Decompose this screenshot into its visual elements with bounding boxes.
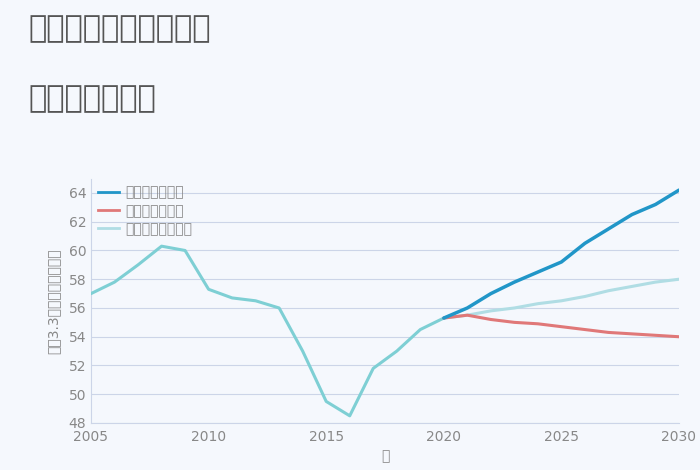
X-axis label: 年: 年 <box>381 449 389 463</box>
Text: 土地の価格推移: 土地の価格推移 <box>28 85 155 114</box>
Text: 大阪府八尾市山賀町の: 大阪府八尾市山賀町の <box>28 14 211 43</box>
Legend: グッドシナリオ, バッドシナリオ, ノーマルシナリオ: グッドシナリオ, バッドシナリオ, ノーマルシナリオ <box>98 186 192 236</box>
Y-axis label: 坪（3.3㎡）単価（万円）: 坪（3.3㎡）単価（万円） <box>46 248 60 353</box>
